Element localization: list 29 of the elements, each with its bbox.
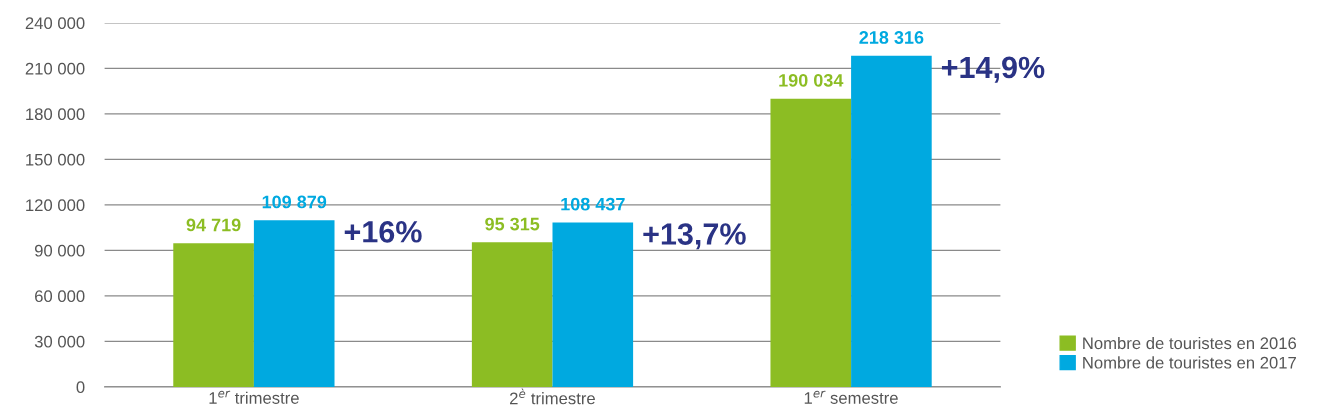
y-tick-label: 90 000 — [34, 244, 85, 257]
data-label: 95 315 — [485, 217, 540, 231]
y-tick-label: 120 000 — [26, 199, 85, 212]
bar — [173, 243, 254, 387]
bar — [851, 55, 932, 387]
bar — [471, 242, 553, 387]
x-tick-label: 1$^{er}$ semestre — [804, 390, 898, 404]
x-tick-label: 2$^{è}$ trimestre — [510, 388, 595, 405]
x-tick-label: 1$^{er}$ trimestre — [209, 390, 299, 404]
annotation: +14,9% — [941, 56, 1045, 83]
y-tick-label: 150 000 — [26, 153, 85, 166]
legend-label: Nombre de touristes en 2016 — [1083, 336, 1297, 350]
y-tick-label: 240 000 — [25, 17, 85, 30]
bar — [552, 222, 634, 387]
bar — [770, 98, 852, 387]
data-label: 218 316 — [859, 31, 924, 44]
annotation: +13,7% — [643, 223, 746, 250]
y-tick-label: 0 — [76, 381, 85, 394]
y-tick-label: 30 000 — [34, 335, 85, 348]
data-label: 109 879 — [262, 195, 327, 209]
legend-label: Nombre de touristes en 2017 — [1083, 356, 1296, 369]
y-tick-label: 180 000 — [26, 108, 85, 121]
y-tick-label: 210 000 — [25, 62, 85, 75]
bar — [253, 220, 335, 387]
annotation: +16% — [344, 221, 422, 243]
y-tick-label: 60 000 — [35, 290, 85, 303]
data-label: 94 719 — [186, 218, 241, 232]
data-label: 190 034 — [779, 73, 844, 87]
data-label: 108 437 — [561, 197, 625, 211]
